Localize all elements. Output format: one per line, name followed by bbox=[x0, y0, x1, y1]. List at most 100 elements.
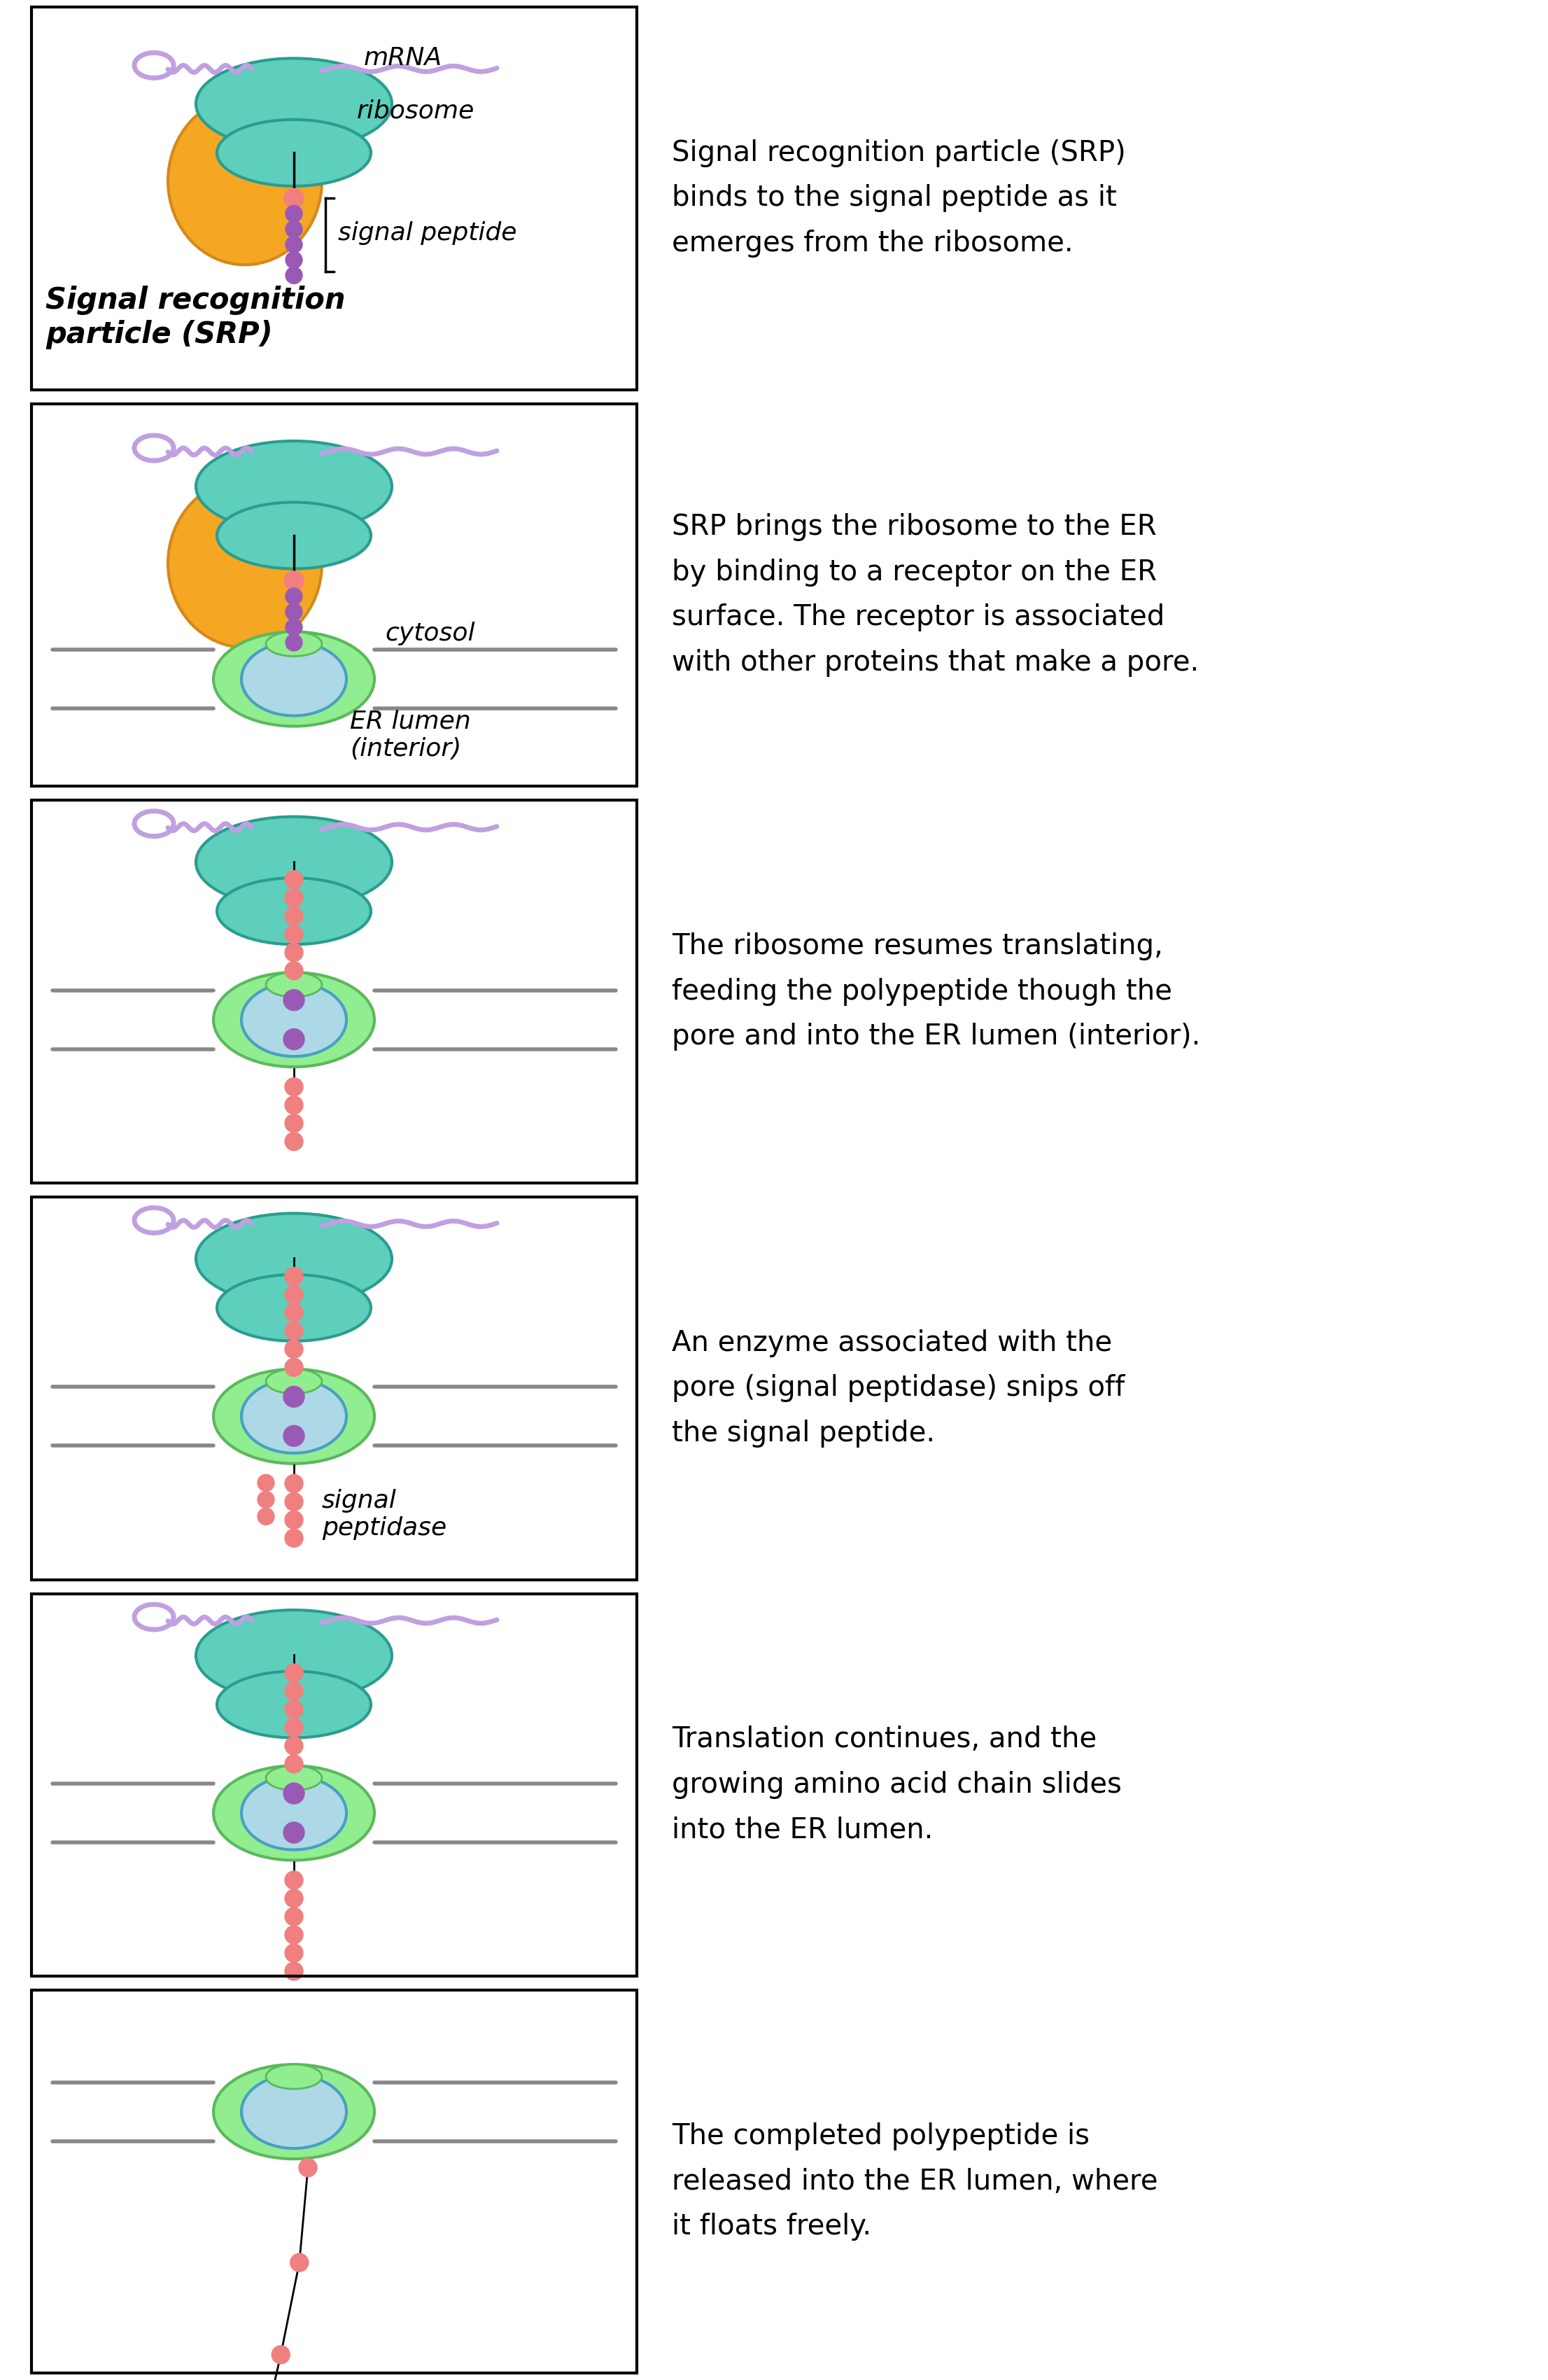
Circle shape bbox=[285, 633, 302, 652]
Circle shape bbox=[285, 1737, 303, 1754]
Bar bbox=[31, 1197, 636, 1580]
Circle shape bbox=[285, 236, 302, 252]
Circle shape bbox=[285, 1961, 303, 1980]
Ellipse shape bbox=[217, 1276, 372, 1340]
Circle shape bbox=[285, 588, 302, 605]
Circle shape bbox=[285, 962, 303, 981]
Ellipse shape bbox=[241, 643, 347, 716]
Circle shape bbox=[285, 942, 303, 962]
Ellipse shape bbox=[241, 2075, 347, 2149]
Circle shape bbox=[291, 2254, 308, 2271]
Text: Signal recognition
particle (SRP): Signal recognition particle (SRP) bbox=[45, 286, 345, 350]
Text: Signal recognition particle (SRP)
binds to the signal peptide as it
emerges from: Signal recognition particle (SRP) binds … bbox=[672, 138, 1125, 257]
Circle shape bbox=[285, 888, 303, 907]
Circle shape bbox=[257, 1492, 274, 1509]
Text: SRP brings the ribosome to the ER
by binding to a receptor on the ER
surface. Th: SRP brings the ribosome to the ER by bin… bbox=[672, 514, 1200, 676]
Circle shape bbox=[285, 1925, 303, 1944]
Ellipse shape bbox=[214, 1766, 375, 1861]
Circle shape bbox=[285, 1321, 303, 1340]
Ellipse shape bbox=[167, 98, 322, 264]
Circle shape bbox=[285, 1133, 303, 1150]
Circle shape bbox=[285, 221, 302, 238]
Ellipse shape bbox=[266, 631, 322, 657]
Bar bbox=[31, 800, 636, 1183]
Circle shape bbox=[272, 2347, 289, 2363]
Circle shape bbox=[285, 1359, 303, 1376]
Circle shape bbox=[285, 1266, 303, 1285]
Ellipse shape bbox=[197, 440, 392, 533]
Circle shape bbox=[285, 1944, 303, 1961]
Bar bbox=[31, 405, 636, 785]
Circle shape bbox=[285, 605, 302, 621]
Text: cytosol: cytosol bbox=[385, 621, 475, 645]
Circle shape bbox=[285, 188, 303, 207]
Text: ER lumen
(interior): ER lumen (interior) bbox=[350, 709, 471, 762]
Circle shape bbox=[285, 571, 303, 590]
Circle shape bbox=[283, 990, 305, 1011]
Circle shape bbox=[285, 1304, 303, 1321]
Ellipse shape bbox=[197, 816, 392, 907]
Circle shape bbox=[285, 907, 303, 926]
Ellipse shape bbox=[266, 1368, 322, 1395]
Circle shape bbox=[285, 926, 303, 942]
Ellipse shape bbox=[217, 119, 372, 186]
Ellipse shape bbox=[217, 878, 372, 945]
Ellipse shape bbox=[214, 973, 375, 1066]
Circle shape bbox=[285, 1718, 303, 1737]
Circle shape bbox=[283, 1823, 305, 1842]
Text: signal
peptidase: signal peptidase bbox=[322, 1488, 447, 1540]
Circle shape bbox=[285, 1511, 303, 1528]
Ellipse shape bbox=[214, 2063, 375, 2159]
Circle shape bbox=[285, 1476, 303, 1492]
Circle shape bbox=[285, 1683, 303, 1699]
Circle shape bbox=[285, 1492, 303, 1511]
Bar bbox=[31, 1595, 636, 1975]
Circle shape bbox=[299, 2159, 317, 2178]
Ellipse shape bbox=[241, 1775, 347, 1849]
Ellipse shape bbox=[241, 1380, 347, 1454]
Circle shape bbox=[285, 1890, 303, 1906]
Ellipse shape bbox=[197, 1214, 392, 1304]
Ellipse shape bbox=[217, 1671, 372, 1737]
Circle shape bbox=[285, 267, 302, 283]
Circle shape bbox=[285, 1114, 303, 1133]
Circle shape bbox=[285, 1699, 303, 1718]
Circle shape bbox=[285, 871, 303, 888]
Circle shape bbox=[285, 619, 302, 635]
Circle shape bbox=[285, 252, 302, 269]
Circle shape bbox=[285, 1078, 303, 1095]
Ellipse shape bbox=[197, 59, 392, 150]
Bar bbox=[31, 1990, 636, 2373]
Circle shape bbox=[257, 1509, 274, 1526]
Text: The ribosome resumes translating,
feeding the polypeptide though the
pore and in: The ribosome resumes translating, feedin… bbox=[672, 933, 1200, 1052]
Bar bbox=[31, 7, 636, 390]
Circle shape bbox=[257, 1476, 274, 1492]
Ellipse shape bbox=[217, 502, 372, 569]
Circle shape bbox=[285, 1754, 303, 1773]
Circle shape bbox=[283, 1783, 305, 1804]
Circle shape bbox=[285, 1906, 303, 1925]
Circle shape bbox=[285, 205, 302, 221]
Text: mRNA: mRNA bbox=[364, 48, 443, 71]
Circle shape bbox=[285, 1095, 303, 1114]
Ellipse shape bbox=[197, 1609, 392, 1702]
Text: The completed polypeptide is
released into the ER lumen, where
it floats freely.: The completed polypeptide is released in… bbox=[672, 2123, 1158, 2242]
Circle shape bbox=[285, 1871, 303, 1890]
Circle shape bbox=[285, 1340, 303, 1359]
Text: Translation continues, and the
growing amino acid chain slides
into the ER lumen: Translation continues, and the growing a… bbox=[672, 1726, 1122, 1844]
Text: signal peptide: signal peptide bbox=[337, 221, 517, 245]
Circle shape bbox=[283, 1385, 305, 1407]
Ellipse shape bbox=[241, 983, 347, 1057]
Circle shape bbox=[285, 1285, 303, 1304]
Ellipse shape bbox=[167, 478, 322, 647]
Ellipse shape bbox=[214, 631, 375, 726]
Ellipse shape bbox=[266, 1766, 322, 1790]
Circle shape bbox=[285, 1528, 303, 1547]
Circle shape bbox=[285, 1664, 303, 1683]
Ellipse shape bbox=[214, 1368, 375, 1464]
Circle shape bbox=[283, 1028, 305, 1050]
Text: An enzyme associated with the
pore (signal peptidase) snips off
the signal pepti: An enzyme associated with the pore (sign… bbox=[672, 1328, 1125, 1447]
Circle shape bbox=[283, 1426, 305, 1447]
Ellipse shape bbox=[266, 2063, 322, 2090]
Ellipse shape bbox=[266, 973, 322, 997]
